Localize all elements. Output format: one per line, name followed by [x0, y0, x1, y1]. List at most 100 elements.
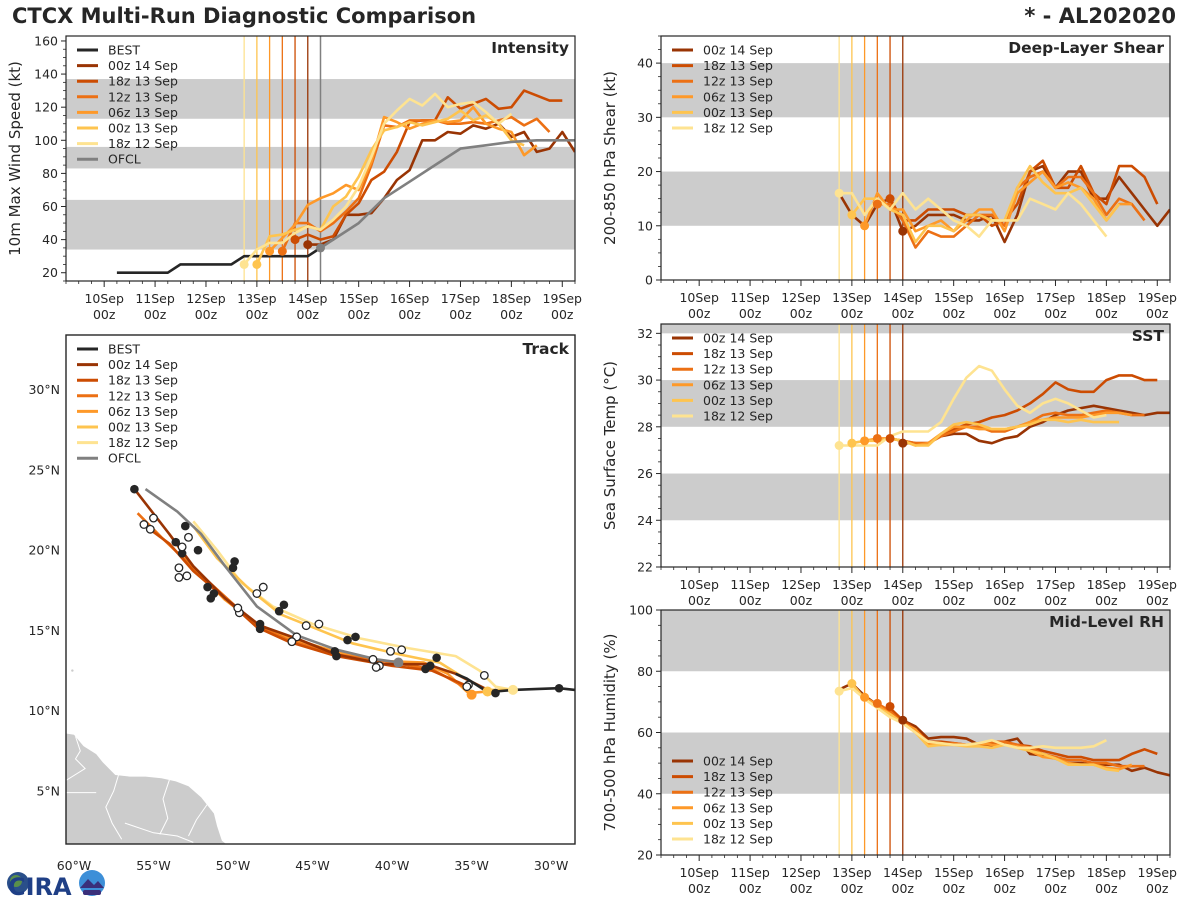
- legend-item-00z-13-sep: 00z 13 Sep: [672, 105, 773, 120]
- y-tick-label: 30: [637, 373, 653, 388]
- track-position-filled: [421, 664, 430, 674]
- track-position-open: [174, 563, 184, 573]
- x-tick-label: 16Sep: [985, 290, 1025, 305]
- lon-tick-label: 50°W: [216, 858, 251, 873]
- x-tick-label: 14Sep: [288, 291, 328, 306]
- lat-tick-label: 10°N: [28, 703, 60, 718]
- x-tick-label: 14Sep: [883, 290, 923, 305]
- legend-item-18z-12-sep: 18z 12 Sep: [77, 435, 178, 450]
- storm-id: * - AL202020: [1024, 4, 1176, 28]
- track-position-filled: [351, 632, 360, 642]
- x-tick-label: 00z: [1044, 881, 1067, 896]
- y-tick-label: 24: [637, 513, 653, 528]
- land-south-america: [66, 733, 227, 844]
- legend-label: 00z 13 Sep: [703, 105, 773, 120]
- panel-title: Track: [523, 340, 570, 358]
- x-tick-label: 10Sep: [84, 291, 124, 306]
- x-tick-label: 19Sep: [1138, 865, 1178, 880]
- track-position-filled: [228, 563, 238, 573]
- legend-label: 00z 13 Sep: [108, 121, 178, 136]
- legend-label: 18z 13 Sep: [108, 74, 178, 89]
- country-border: [105, 774, 123, 840]
- init-marker-00z-13-sep: [847, 210, 857, 220]
- x-tick-label: 11Sep: [730, 865, 770, 880]
- legend-label: OFCL: [108, 451, 141, 466]
- y-axis-label: 700-500 hPa Humidity (%): [601, 633, 619, 831]
- x-tick-label: 13Sep: [832, 577, 872, 592]
- legend-item-06z-13-sep: 06z 13 Sep: [672, 377, 773, 392]
- track-position-filled: [432, 653, 441, 663]
- init-marker-06z-13-sep: [860, 692, 870, 702]
- track-position-filled: [330, 647, 340, 656]
- x-tick-label: 16Sep: [985, 865, 1025, 880]
- track-position-open: [252, 589, 262, 598]
- series-line-18z-12-sep: [839, 191, 1108, 238]
- lat-tick-label: 5°N: [36, 784, 60, 799]
- x-tick-label: 11Sep: [135, 291, 175, 306]
- legend-item-06z-13-sep: 06z 13 Sep: [672, 800, 773, 815]
- x-tick-label: 10Sep: [679, 577, 719, 592]
- legend-label: 12z 13 Sep: [703, 362, 773, 377]
- track-position-open: [177, 542, 187, 552]
- y-tick-label: 0: [645, 273, 653, 288]
- legend-item-best: BEST: [77, 43, 140, 58]
- init-marker-12z-13-sep: [872, 433, 882, 443]
- x-tick-label: 00z: [347, 307, 370, 322]
- init-marker-12z-13-sep: [872, 698, 882, 708]
- legend-label: BEST: [108, 43, 140, 58]
- x-tick-label: 00z: [1044, 306, 1067, 321]
- x-tick-label: 00z: [790, 593, 813, 608]
- x-tick-label: 17Sep: [1036, 577, 1076, 592]
- x-tick-label: 00z: [1146, 881, 1169, 896]
- x-tick-label: 15Sep: [339, 291, 379, 306]
- track-position-filled: [171, 537, 181, 547]
- x-tick-label: 00z: [688, 881, 711, 896]
- series-line-00z-13-sep: [851, 418, 1120, 447]
- x-tick-label: 10Sep: [679, 865, 719, 880]
- init-marker-06z-13-sep: [860, 436, 870, 446]
- track-position-open: [301, 621, 311, 631]
- track-position-filled: [230, 557, 239, 566]
- x-tick-label: 00z: [688, 593, 711, 608]
- track-position-filled: [130, 484, 139, 494]
- x-tick-label: 11Sep: [730, 290, 770, 305]
- legend-label: OFCL: [108, 152, 141, 167]
- x-tick-label: 00z: [841, 593, 864, 608]
- x-tick-label: 00z: [195, 307, 218, 322]
- x-tick-label: 17Sep: [1036, 865, 1076, 880]
- x-tick-label: 00z: [841, 881, 864, 896]
- legend-item-00z-13-sep: 00z 13 Sep: [672, 816, 773, 831]
- legend-label: 18z 12 Sep: [108, 136, 178, 151]
- init-marker-06z-13-sep: [265, 246, 275, 256]
- track-position-filled: [206, 594, 216, 603]
- x-tick-label: 00z: [993, 306, 1016, 321]
- legend-label: 18z 13 Sep: [703, 346, 773, 361]
- x-tick-label: 00z: [398, 307, 421, 322]
- init-marker-18z-13-sep: [885, 194, 895, 204]
- x-tick-label: 00z: [993, 881, 1016, 896]
- y-tick-label: 160: [34, 33, 58, 48]
- x-tick-label: 00z: [892, 881, 915, 896]
- legend-item-18z-13-sep: 18z 13 Sep: [672, 58, 773, 73]
- lat-tick-label: 20°N: [28, 543, 60, 558]
- track-position-filled: [180, 521, 190, 531]
- legend-label: 00z 14 Sep: [703, 43, 773, 58]
- legend-label: 06z 13 Sep: [703, 800, 773, 815]
- lon-tick-label: 40°W: [375, 858, 410, 873]
- lon-tick-label: 55°W: [136, 858, 171, 873]
- init-marker-12z-13-sep: [872, 199, 882, 209]
- x-tick-label: 00z: [1044, 593, 1067, 608]
- x-tick-label: 00z: [790, 306, 813, 321]
- series-group: [834, 679, 1170, 777]
- init-marker-18z-13-sep: [885, 701, 895, 711]
- init-marker-06z-13-sep: [860, 221, 870, 231]
- legend-item-18z-12-sep: 18z 12 Sep: [672, 121, 773, 136]
- x-tick-label: 00z: [942, 881, 965, 896]
- legend-item-12z-13-sep: 12z 13 Sep: [672, 785, 773, 800]
- x-tick-label: 12Sep: [781, 865, 821, 880]
- legend-label: 18z 13 Sep: [703, 769, 773, 784]
- legend-item-00z-13-sep: 00z 13 Sep: [77, 121, 178, 136]
- legend-item-00z-14-sep: 00z 14 Sep: [77, 357, 178, 372]
- track-position-open: [368, 654, 378, 664]
